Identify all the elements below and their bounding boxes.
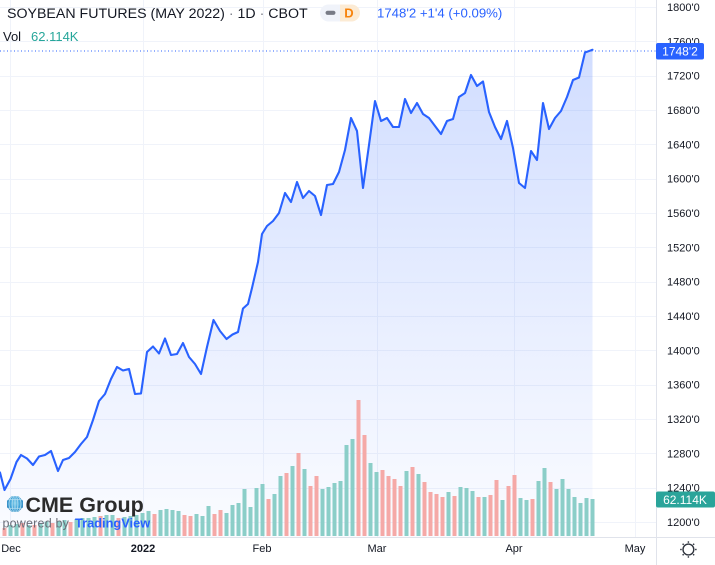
svg-text:1200'0: 1200'0 bbox=[667, 517, 700, 529]
svg-text:1560'0: 1560'0 bbox=[667, 208, 700, 220]
svg-text:Vol: Vol bbox=[3, 29, 21, 44]
svg-text:1440'0: 1440'0 bbox=[667, 311, 700, 323]
svg-text:2022: 2022 bbox=[131, 543, 155, 555]
svg-text:62.114K: 62.114K bbox=[31, 29, 79, 44]
svg-text:Mar: Mar bbox=[368, 543, 387, 555]
svg-text:1640'0: 1640'0 bbox=[667, 139, 700, 151]
svg-text:Apr: Apr bbox=[505, 543, 522, 555]
svg-text:Dec: Dec bbox=[1, 543, 21, 555]
svg-text:1680'0: 1680'0 bbox=[667, 105, 700, 117]
svg-text:1600'0: 1600'0 bbox=[667, 174, 700, 186]
svg-text:1360'0: 1360'0 bbox=[667, 380, 700, 392]
svg-text:D: D bbox=[344, 6, 353, 21]
svg-text:May: May bbox=[625, 543, 646, 555]
svg-text:62.114K: 62.114K bbox=[663, 493, 707, 507]
svg-text:TradingView: TradingView bbox=[75, 516, 150, 531]
svg-text:1748'2: 1748'2 bbox=[662, 45, 698, 59]
svg-text:1400'0: 1400'0 bbox=[667, 345, 700, 357]
svg-text:1280'0: 1280'0 bbox=[667, 448, 700, 460]
svg-text:powered by: powered by bbox=[3, 517, 70, 531]
svg-text:Feb: Feb bbox=[253, 543, 272, 555]
svg-text:1520'0: 1520'0 bbox=[667, 242, 700, 254]
svg-text:1800'0: 1800'0 bbox=[667, 2, 700, 14]
svg-text:CME Group: CME Group bbox=[26, 493, 144, 517]
svg-text:1748'2 +1'4 (+0.09%): 1748'2 +1'4 (+0.09%) bbox=[377, 6, 502, 21]
svg-text:1480'0: 1480'0 bbox=[667, 277, 700, 289]
svg-text:1320'0: 1320'0 bbox=[667, 414, 700, 426]
svg-text:SOYBEAN FUTURES (MAY 2022) · 1: SOYBEAN FUTURES (MAY 2022) · 1D · CBOT bbox=[7, 6, 308, 22]
svg-text:1720'0: 1720'0 bbox=[667, 71, 700, 83]
